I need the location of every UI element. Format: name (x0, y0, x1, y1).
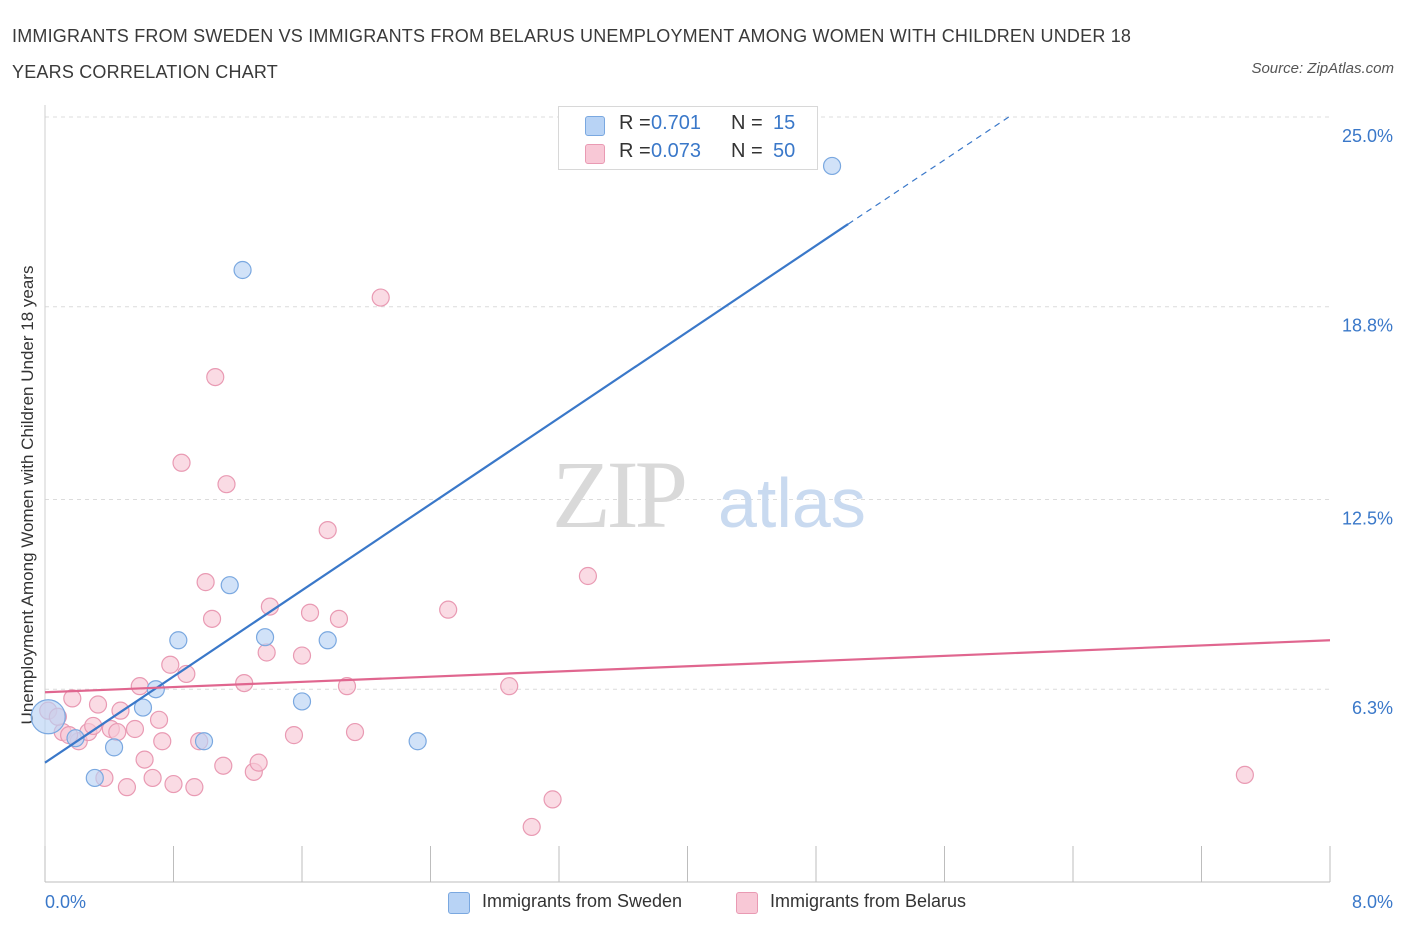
legend-r-value-sweden: 0.701 (651, 112, 702, 134)
sweden-point (318, 631, 337, 650)
belarus-point (149, 710, 169, 729)
sweden-point (30, 699, 66, 735)
belarus-point (117, 778, 137, 797)
belarus-point (108, 722, 127, 742)
belarus-point (143, 768, 162, 788)
bottom-legend-label-belarus: Immigrants from Belarus (770, 891, 967, 911)
sweden-trend-extension (847, 116, 1010, 225)
legend-n-label: N = (731, 140, 763, 162)
belarus-point (345, 722, 365, 742)
belarus-point (318, 520, 337, 540)
watermark-zip: ZIP (552, 441, 685, 548)
sweden-point (66, 729, 85, 748)
belarus-point (161, 655, 180, 674)
sweden-point (233, 260, 252, 280)
belarus-point (88, 695, 108, 714)
belarus-point (371, 288, 390, 307)
belarus-point (202, 609, 222, 628)
legend-n-label: N = (731, 112, 763, 134)
belarus-point (63, 689, 82, 708)
legend-r-label: R = (619, 112, 651, 134)
x-tick-label: 8.0% (1352, 892, 1393, 912)
x-tick-label: 0.0% (45, 892, 86, 912)
belarus-point (337, 677, 357, 696)
belarus-point (130, 677, 149, 696)
belarus-point (217, 475, 236, 494)
belarus-point (172, 453, 191, 472)
chart-title: IMMIGRANTS FROM SWEDEN VS IMMIGRANTS FRO… (12, 26, 1132, 82)
y-tick-label: 6.3% (1352, 698, 1393, 718)
sweden-point (822, 156, 842, 176)
legend-r-value-belarus: 0.073 (651, 140, 702, 162)
bottom-legend-label-sweden: Immigrants from Sweden (482, 891, 683, 911)
sweden-point (255, 628, 275, 647)
legend-swatch-sweden (585, 116, 605, 136)
belarus-point (125, 719, 145, 739)
legend-n-value-sweden: 15 (773, 112, 796, 134)
legend: R = 0.701 N = 15 R = 0.073 N = 50 (558, 106, 818, 170)
belarus-point (206, 368, 225, 387)
sweden-point (194, 732, 214, 751)
y-tick-label: 25.0% (1342, 126, 1393, 146)
sweden-point (220, 576, 239, 595)
belarus-point (522, 817, 541, 837)
sweden-point (292, 692, 312, 711)
legend-r-label: R = (619, 140, 651, 162)
sweden-trend-line (44, 223, 849, 764)
belarus-point (300, 603, 320, 622)
bottom-legend-swatch-belarus (736, 892, 758, 914)
legend-swatch-belarus (585, 144, 605, 164)
y-tick-label: 12.5% (1342, 509, 1393, 529)
y-tick-label: 18.8% (1342, 316, 1393, 336)
bottom-legend-swatch-sweden (448, 892, 470, 914)
belarus-point (164, 774, 183, 794)
belarus-point (329, 609, 349, 628)
source-label: Source: ZipAtlas.com (1251, 60, 1394, 77)
belarus-point (439, 600, 458, 619)
belarus-point (153, 732, 172, 751)
watermark-atlas: atlas (718, 464, 866, 542)
belarus-point (284, 726, 304, 745)
belarus-point (249, 753, 268, 772)
sweden-point (408, 732, 427, 751)
legend-n-value-belarus: 50 (773, 140, 796, 162)
belarus-trend-line (44, 639, 1331, 694)
belarus-point (578, 566, 598, 586)
belarus-point (543, 790, 562, 809)
sweden-point (133, 698, 153, 717)
belarus-point (135, 750, 154, 769)
belarus-point (500, 677, 519, 696)
sweden-point (85, 768, 104, 788)
belarus-point (185, 778, 204, 797)
belarus-point (214, 756, 233, 775)
belarus-point (257, 643, 276, 662)
belarus-point (1235, 765, 1254, 785)
belarus-point (196, 573, 215, 592)
sweden-point (104, 738, 124, 757)
sweden-point (169, 631, 188, 650)
belarus-point (292, 646, 312, 665)
